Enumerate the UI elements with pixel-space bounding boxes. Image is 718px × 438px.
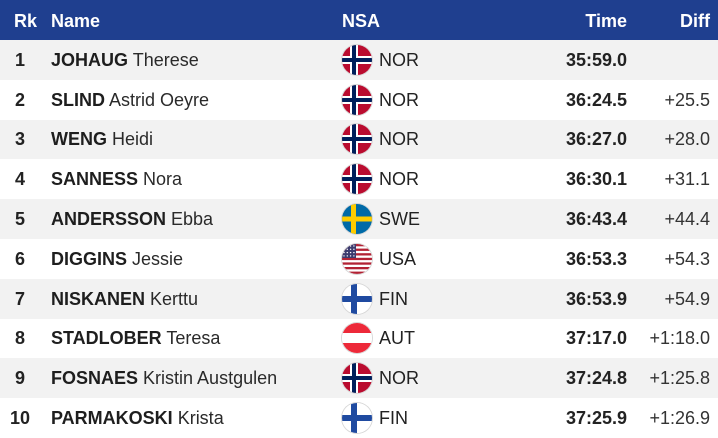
diff-cell: +54.3 bbox=[664, 248, 710, 269]
rank-cell: 6 bbox=[14, 248, 25, 269]
time-cell: 36:30.1 bbox=[565, 169, 627, 190]
athlete-given-name: Heidi bbox=[112, 129, 154, 150]
rank-cell: 2 bbox=[14, 89, 25, 110]
athlete-surname: FOSNAES bbox=[51, 368, 139, 389]
nsa-code: NOR bbox=[379, 49, 419, 70]
athlete-surname: SANNESS bbox=[51, 169, 139, 190]
time-cell: 37:17.0 bbox=[565, 328, 627, 349]
table-row[interactable]: 10 PARMAKOSKI Krista FIN 37:25.9 +1:26.9 bbox=[0, 398, 718, 438]
rank-cell: 4 bbox=[14, 169, 25, 190]
header-nsa[interactable]: NSA bbox=[342, 11, 381, 31]
diff-cell: +44.4 bbox=[664, 209, 710, 230]
nsa-code: NOR bbox=[379, 129, 419, 150]
athlete-name[interactable]: DIGGINS Jessie bbox=[51, 248, 183, 270]
table-row[interactable]: 4 SANNESS Nora NOR 36:30.1 +31.1 bbox=[0, 159, 718, 200]
table-row[interactable]: 9 FOSNAES Kristin Austgulen NOR 37:24.8 +1:2… bbox=[0, 358, 718, 399]
nsa-code: NOR bbox=[379, 169, 419, 190]
norway-flag-icon bbox=[342, 363, 372, 394]
finland-flag-icon bbox=[342, 403, 372, 434]
nsa-code: NOR bbox=[379, 89, 419, 110]
diff-cell: +28.0 bbox=[664, 129, 710, 150]
athlete-name[interactable]: JOHAUG Therese bbox=[51, 49, 199, 71]
athlete-surname: JOHAUG bbox=[51, 49, 129, 70]
sweden-flag-icon bbox=[342, 204, 372, 235]
table-row[interactable]: 1 JOHAUG Therese NOR 35:59.0 bbox=[0, 40, 718, 80]
norway-flag-icon bbox=[342, 44, 372, 75]
table-row[interactable]: 6 DIGGINS Jessie USA 36:53.3 +54.3 bbox=[0, 238, 718, 279]
norway-flag-icon bbox=[342, 124, 372, 155]
athlete-name[interactable]: FOSNAES Kristin Austgulen bbox=[51, 367, 277, 389]
athlete-given-name: Astrid Oeyre bbox=[109, 89, 210, 110]
time-cell: 36:43.4 bbox=[565, 209, 627, 230]
diff-cell: +54.9 bbox=[664, 288, 710, 309]
athlete-name[interactable]: ANDERSSON Ebba bbox=[51, 208, 213, 230]
athlete-surname: PARMAKOSKI bbox=[51, 408, 173, 429]
nsa-code: USA bbox=[379, 248, 417, 269]
nsa-code: AUT bbox=[379, 328, 415, 349]
header-time[interactable]: Time bbox=[585, 11, 627, 31]
table-row[interactable]: 7 NISKANEN Kerttu FIN 36:53.9 +54.9 bbox=[0, 278, 718, 319]
athlete-surname: ANDERSSON bbox=[51, 209, 167, 230]
table-row[interactable]: 8 STADLOBER Teresa AUT 37:17.0 +1:18.0 bbox=[0, 318, 718, 359]
athlete-name[interactable]: NISKANEN Kerttu bbox=[51, 288, 198, 310]
austria-flag-icon bbox=[342, 323, 372, 354]
time-cell: 36:27.0 bbox=[565, 129, 627, 150]
time-cell: 37:25.9 bbox=[565, 408, 627, 429]
nsa-code: SWE bbox=[379, 209, 421, 230]
diff-cell: +1:18.0 bbox=[649, 328, 710, 349]
time-cell: 36:53.9 bbox=[565, 288, 627, 309]
time-cell: 37:24.8 bbox=[565, 368, 627, 389]
athlete-surname: SLIND bbox=[51, 89, 105, 110]
athlete-given-name: Krista bbox=[177, 408, 224, 429]
rank-cell: 5 bbox=[14, 209, 25, 230]
time-cell: 36:24.5 bbox=[565, 89, 627, 110]
nsa-code: FIN bbox=[379, 288, 408, 309]
athlete-given-name: Kerttu bbox=[150, 288, 199, 309]
table-row[interactable]: 3 WENG Heidi NOR 36:27.0 +28.0 bbox=[0, 119, 718, 160]
table-body: 1 JOHAUG Therese NOR 35:59.0 2 SLIND Astrid O… bbox=[0, 40, 718, 438]
diff-cell: +1:26.9 bbox=[649, 408, 710, 429]
time-cell: 35:59.0 bbox=[565, 49, 627, 70]
athlete-name[interactable]: PARMAKOSKI Krista bbox=[51, 407, 224, 429]
header-rank[interactable]: Rk bbox=[14, 11, 38, 31]
athlete-name[interactable]: WENG Heidi bbox=[51, 128, 153, 150]
nsa-code: NOR bbox=[379, 368, 419, 389]
table-row[interactable]: 5 ANDERSSON Ebba SWE 36:43.4 +44.4 bbox=[0, 199, 718, 239]
nsa-code: FIN bbox=[379, 408, 408, 429]
athlete-surname: DIGGINS bbox=[51, 248, 128, 269]
diff-cell: +25.5 bbox=[664, 89, 710, 110]
diff-cell: +1:25.8 bbox=[649, 368, 710, 389]
rank-cell: 3 bbox=[14, 129, 25, 150]
rank-cell: 1 bbox=[14, 49, 25, 70]
athlete-name[interactable]: STADLOBER Teresa bbox=[51, 327, 220, 349]
athlete-name[interactable]: SLIND Astrid Oeyre bbox=[51, 89, 209, 111]
athlete-given-name: Jessie bbox=[132, 248, 184, 269]
athlete-given-name: Teresa bbox=[166, 328, 221, 349]
athlete-surname: STADLOBER bbox=[51, 328, 162, 349]
rank-cell: 8 bbox=[14, 328, 25, 349]
finland-flag-icon bbox=[342, 283, 372, 314]
header-name[interactable]: Name bbox=[51, 11, 101, 31]
athlete-surname: NISKANEN bbox=[51, 288, 146, 309]
athlete-given-name: Nora bbox=[143, 169, 183, 190]
header-diff[interactable]: Diff bbox=[680, 11, 710, 31]
athlete-given-name: Kristin Austgulen bbox=[143, 368, 278, 389]
rank-cell: 7 bbox=[14, 288, 25, 309]
usa-flag-icon bbox=[342, 243, 372, 274]
diff-cell: +31.1 bbox=[664, 169, 710, 190]
table-row[interactable]: 2 SLIND Astrid Oeyre NOR 36:24.5 +25.5 bbox=[0, 79, 718, 120]
norway-flag-icon bbox=[342, 164, 372, 195]
rank-cell: 10 bbox=[9, 408, 31, 429]
athlete-name[interactable]: SANNESS Nora bbox=[51, 168, 182, 190]
table-header: Rk Name NSA Time Diff bbox=[0, 0, 718, 40]
norway-flag-icon bbox=[342, 84, 372, 115]
rank-cell: 9 bbox=[14, 368, 25, 389]
athlete-given-name: Ebba bbox=[171, 209, 214, 230]
athlete-surname: WENG bbox=[51, 129, 107, 150]
athlete-given-name: Therese bbox=[132, 49, 199, 70]
time-cell: 36:53.3 bbox=[565, 248, 627, 269]
